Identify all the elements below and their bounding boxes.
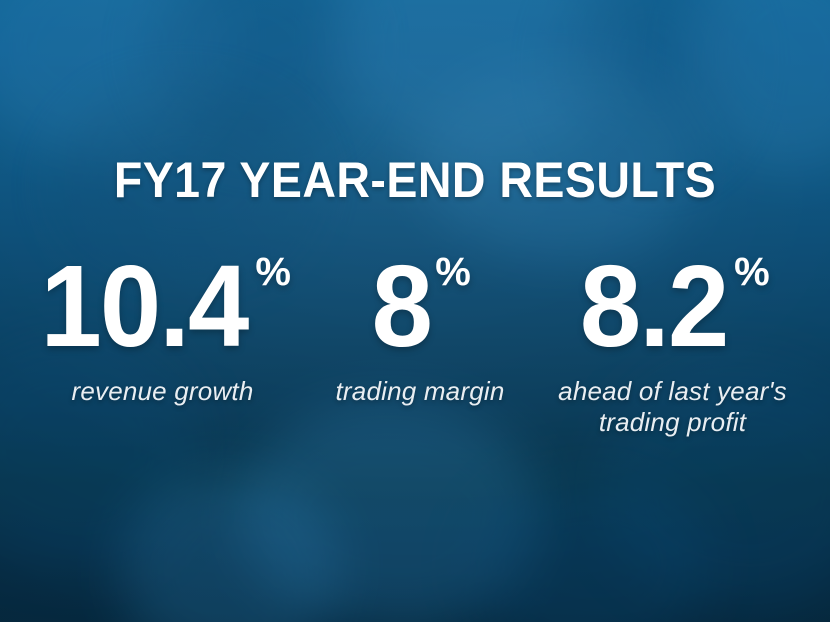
stat-value: 10.4 [40,241,249,371]
stat-caption: trading margin [335,376,505,406]
stat-revenue-growth: 10.4 % revenue growth [13,248,313,407]
stat-figure: 10.4 % [35,248,291,364]
stat-value: 8 [371,241,432,371]
page-title: FY17 YEAR-END RESULTS [113,152,717,208]
stat-value: 8.2 [579,241,729,371]
stat-figure: 8 % [370,248,471,364]
stats-row: 10.4 % revenue growth 8 % trading margin… [0,248,830,438]
stat-figure: 8.2 % [576,241,770,371]
stat-trading-margin: 8 % trading margin [313,248,528,407]
percent-sign: % [255,250,291,294]
stat-caption: ahead of last year's trading profit [558,376,787,437]
percent-sign: % [734,250,770,294]
stat-caption: revenue growth [71,376,254,406]
percent-sign: % [435,250,471,294]
stat-trading-profit: 8.2 % ahead of last year's trading profi… [528,248,818,438]
